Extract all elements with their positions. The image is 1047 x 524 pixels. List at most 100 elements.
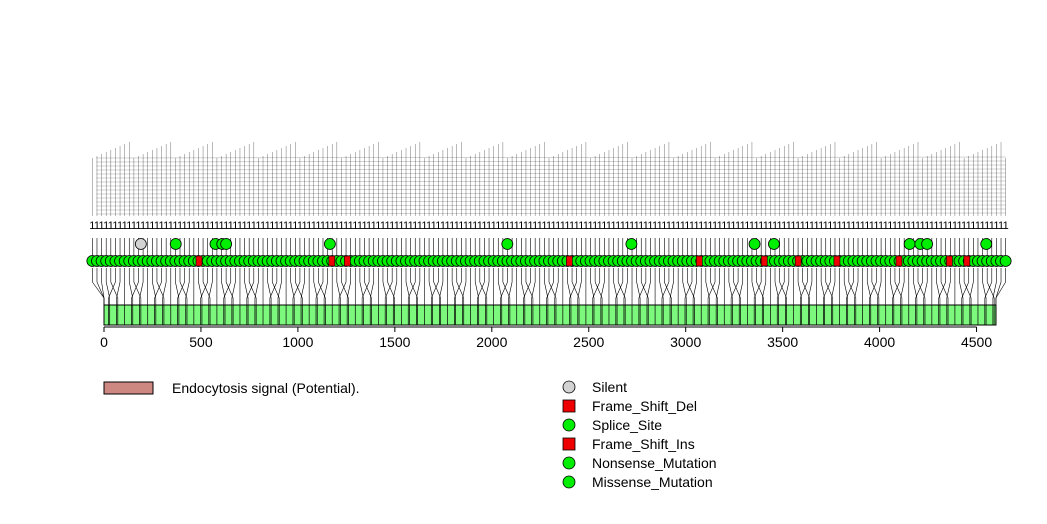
x-tick-label: 2500 — [573, 334, 604, 350]
connector-diagonal — [715, 281, 720, 299]
mutation-count-label: 1 — [961, 220, 967, 232]
connector-diagonal — [707, 281, 716, 299]
mutation-count-label: 1 — [860, 220, 866, 232]
mutation-count-label: 1 — [707, 220, 713, 232]
mutation-count-label: 1 — [680, 220, 686, 232]
mutation-count-label: 1 — [989, 220, 995, 232]
connector-diagonal — [202, 281, 211, 299]
connector-diagonal — [785, 281, 790, 299]
legend-mutation-swatch — [562, 437, 576, 451]
mutation-label-hatch — [96, 212, 1006, 215]
connector-diagonal — [223, 281, 232, 299]
connector-diagonal — [225, 281, 234, 299]
connector-diagonal — [617, 281, 626, 299]
mutation-label-hatch — [96, 160, 1006, 163]
connector-diagonal — [221, 281, 226, 299]
connector-diagonal — [110, 281, 119, 299]
connector-diagonal — [756, 281, 764, 299]
mutation-count-label: 1 — [717, 220, 723, 232]
mutation-count-label: 1 — [929, 220, 935, 232]
mutation-count-label: 1 — [767, 220, 773, 232]
connector-diagonal — [338, 281, 347, 299]
connector-diagonal — [613, 281, 618, 299]
connector-diagonal — [797, 281, 802, 299]
mutation-count-label: 1 — [385, 220, 391, 232]
frameshift-point — [833, 255, 841, 267]
connector-diagonal — [917, 281, 926, 299]
frameshift-point — [963, 255, 971, 267]
mutation-count-label: 1 — [846, 220, 852, 232]
connector-diagonal — [387, 281, 395, 299]
connector-diagonal — [938, 281, 946, 299]
connector-diagonal — [485, 281, 490, 299]
legend-mutation-label: Splice_Site — [592, 417, 662, 433]
mutation-count-label: 1 — [551, 220, 557, 232]
mutation-count-label: 1 — [99, 220, 105, 232]
connector-diagonal — [623, 281, 628, 299]
mutation-count-label: 1 — [472, 220, 478, 232]
connector-diagonal — [162, 281, 167, 299]
legend-mutation-label: Missense_Mutation — [592, 474, 713, 490]
connector-diagonal — [753, 281, 762, 299]
connector-diagonal — [101, 281, 105, 299]
mutation-count-label: 1 — [122, 220, 128, 232]
connector-diagonal — [369, 281, 375, 299]
mutation-count-label: 1 — [837, 220, 843, 232]
legend-mutation-swatch — [562, 418, 576, 432]
connector-diagonal — [313, 281, 318, 299]
connector-diagonal — [177, 281, 185, 299]
mutation-count-label: 1 — [491, 220, 497, 232]
mutation-count-label: 1 — [624, 220, 630, 232]
mutation-count-label: 1 — [643, 220, 649, 232]
x-axis: 0 500 1000 1500 2000 2500 3000 3500 4000 4500 — [100, 326, 992, 350]
frameshift-point — [695, 255, 703, 267]
mutation-count-label: 1 — [214, 220, 220, 232]
mutation-count-label: 1 — [523, 220, 529, 232]
mutation-count-label: 1 — [458, 220, 464, 232]
mutation-count-label: 1 — [320, 220, 326, 232]
legend: Endocytosis signal (Potential). Silent Fra… — [103, 379, 717, 490]
x-tick-label: 3500 — [767, 334, 798, 350]
connector-diagonal — [346, 281, 351, 299]
mutation-count-label: 1 — [205, 220, 211, 232]
connector-diagonal — [315, 281, 324, 299]
missense-point — [999, 255, 1012, 267]
mutation-count-label: 1 — [154, 220, 160, 232]
connector-diagonal — [682, 281, 687, 299]
connector-diagonal — [521, 281, 526, 299]
connector-diagonal — [156, 281, 165, 299]
connector-diagonal — [428, 281, 433, 299]
connector-diagonal — [892, 281, 900, 299]
connector-diagonal — [854, 281, 859, 299]
x-tick-label: 3000 — [670, 334, 701, 350]
mutation-count-label: 1 — [532, 220, 538, 232]
mutation-count-label: 1 — [288, 220, 294, 232]
mutation-label-hatch — [96, 188, 1006, 191]
mutation-count-label: 1 — [564, 220, 570, 232]
connector-diagonal — [846, 281, 854, 299]
mutation-count-label: 1 — [135, 220, 141, 232]
mutation-count-label: 1 — [800, 220, 806, 232]
mutation-count-label: 1 — [463, 220, 469, 232]
frameshift-point — [344, 255, 351, 267]
connector-diagonal — [590, 281, 595, 299]
mutation-count-label: 1 — [615, 220, 621, 232]
mutation-label-hatch — [96, 172, 1006, 175]
connector-diagonal — [831, 281, 836, 299]
connector-diagonal — [546, 281, 554, 299]
mutation-count-label: 1 — [818, 220, 824, 232]
missense-point-stacked — [323, 238, 336, 250]
mutation-count-label: 1 — [301, 220, 307, 232]
connector-diagonal — [659, 281, 664, 299]
connector-diagonal — [431, 281, 439, 299]
mutation-count-label: 1 — [906, 220, 912, 232]
mutation-count-label: 1 — [283, 220, 289, 232]
connector-diagonal — [877, 281, 882, 299]
connector-diagonal — [869, 281, 877, 299]
connector-diagonal — [439, 281, 444, 299]
mutation-count-label: 1 — [223, 220, 229, 232]
connector-diagonal — [477, 281, 485, 299]
mutation-count-label: 1 — [601, 220, 607, 232]
connector-diagonal — [246, 281, 255, 299]
mutation-count-label: 1 — [878, 220, 884, 232]
